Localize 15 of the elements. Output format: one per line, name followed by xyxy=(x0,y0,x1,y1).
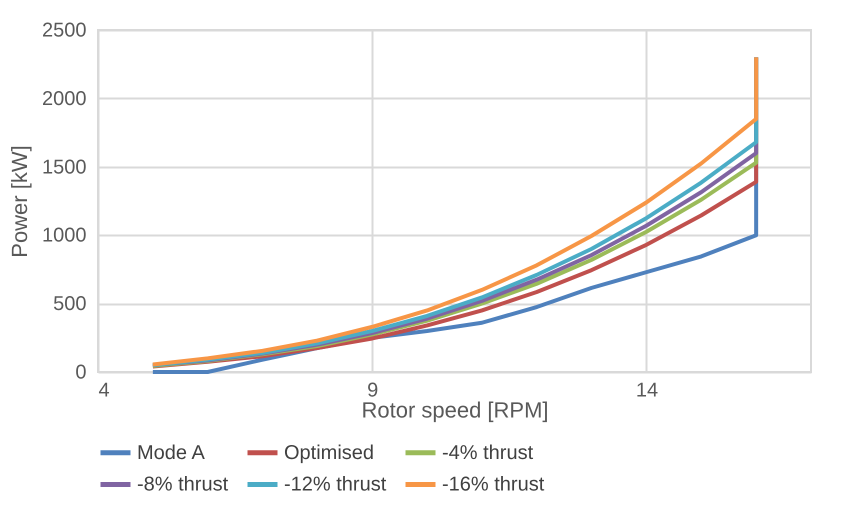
legend-label: -8% thrust xyxy=(137,474,229,496)
y-tick-label: 2000 xyxy=(42,88,86,110)
legend-label: -16% thrust xyxy=(442,474,545,496)
legend-label: Optimised xyxy=(284,442,374,464)
legend-label: Mode A xyxy=(137,442,206,464)
legend-label: -12% thrust xyxy=(284,474,387,496)
y-tick-label: 1500 xyxy=(42,156,86,178)
x-tick-label: 14 xyxy=(636,380,658,402)
legend-label: -4% thrust xyxy=(442,442,534,464)
x-tick-label: 4 xyxy=(98,380,110,402)
y-tick-label: 500 xyxy=(53,293,86,316)
y-tick-label: 2500 xyxy=(42,20,86,42)
y-tick-label: 1000 xyxy=(42,224,86,247)
y-axis-title: Power [kW] xyxy=(7,145,32,258)
y-tick-label: 0 xyxy=(75,362,86,384)
